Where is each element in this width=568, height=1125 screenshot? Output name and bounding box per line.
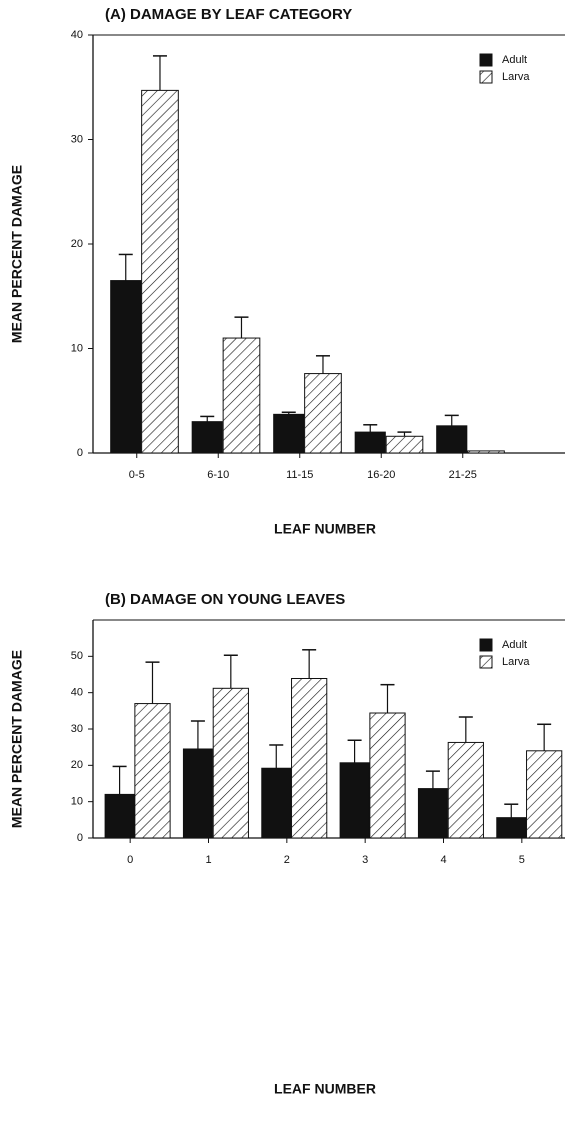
x-axis-label: LEAF NUMBER bbox=[274, 1081, 376, 1097]
x-tick-label: 21-25 bbox=[449, 469, 477, 481]
y-tick-label: 10 bbox=[71, 342, 83, 354]
legend-label: Adult bbox=[502, 54, 527, 66]
bar bbox=[182, 748, 213, 839]
y-tick-label: 50 bbox=[71, 650, 83, 662]
bar bbox=[467, 450, 505, 454]
bar bbox=[436, 425, 468, 454]
y-tick-label: 0 bbox=[77, 447, 83, 459]
x-tick-label: 0 bbox=[127, 854, 133, 866]
bar bbox=[496, 817, 527, 839]
legend-swatch bbox=[479, 638, 493, 652]
y-axis-label: MEAN PERCENT DAMAGE bbox=[9, 650, 25, 828]
y-tick-label: 0 bbox=[77, 832, 83, 844]
bar bbox=[104, 793, 135, 839]
x-tick-label: 0-5 bbox=[129, 469, 145, 481]
y-tick-label: 20 bbox=[71, 759, 83, 771]
y-axis-label: MEAN PERCENT DAMAGE bbox=[9, 165, 25, 343]
bar bbox=[141, 89, 179, 454]
x-tick-label: 5 bbox=[519, 854, 525, 866]
bar bbox=[134, 703, 171, 839]
y-tick-label: 10 bbox=[71, 796, 83, 808]
y-tick-label: 20 bbox=[71, 238, 83, 250]
bar bbox=[385, 435, 424, 454]
y-tick-label: 30 bbox=[71, 133, 83, 145]
legend-swatch bbox=[479, 53, 493, 67]
bar bbox=[222, 337, 261, 454]
chart-title: (A) DAMAGE BY LEAF CATEGORY bbox=[105, 6, 352, 23]
x-tick-label: 11-15 bbox=[286, 469, 313, 481]
bar bbox=[191, 421, 223, 454]
legend-swatch bbox=[479, 70, 493, 84]
x-tick-label: 16-20 bbox=[367, 469, 395, 481]
bar bbox=[304, 373, 342, 454]
y-tick-label: 30 bbox=[71, 723, 83, 735]
bar bbox=[526, 750, 563, 839]
chart-title: (B) DAMAGE ON YOUNG LEAVES bbox=[105, 591, 345, 608]
y-tick-label: 40 bbox=[71, 687, 83, 699]
legend-label: Larva bbox=[502, 71, 530, 83]
legend-swatch bbox=[479, 655, 493, 669]
y-tick-label: 40 bbox=[71, 29, 83, 41]
legend-label: Larva bbox=[502, 656, 530, 668]
bar bbox=[261, 767, 292, 839]
bar bbox=[354, 431, 386, 454]
bar bbox=[447, 741, 484, 839]
bar bbox=[369, 712, 406, 839]
bar bbox=[339, 762, 370, 839]
bar bbox=[417, 788, 448, 839]
x-tick-label: 1 bbox=[205, 854, 211, 866]
x-tick-label: 6-10 bbox=[207, 469, 229, 481]
legend-label: Adult bbox=[502, 639, 527, 651]
bar bbox=[212, 687, 249, 839]
x-tick-label: 2 bbox=[284, 854, 290, 866]
bar bbox=[110, 280, 142, 454]
bar bbox=[273, 413, 305, 454]
x-tick-label: 3 bbox=[362, 854, 368, 866]
x-tick-label: 4 bbox=[440, 854, 446, 866]
bar bbox=[291, 677, 328, 839]
x-axis-label: LEAF NUMBER bbox=[274, 521, 376, 537]
